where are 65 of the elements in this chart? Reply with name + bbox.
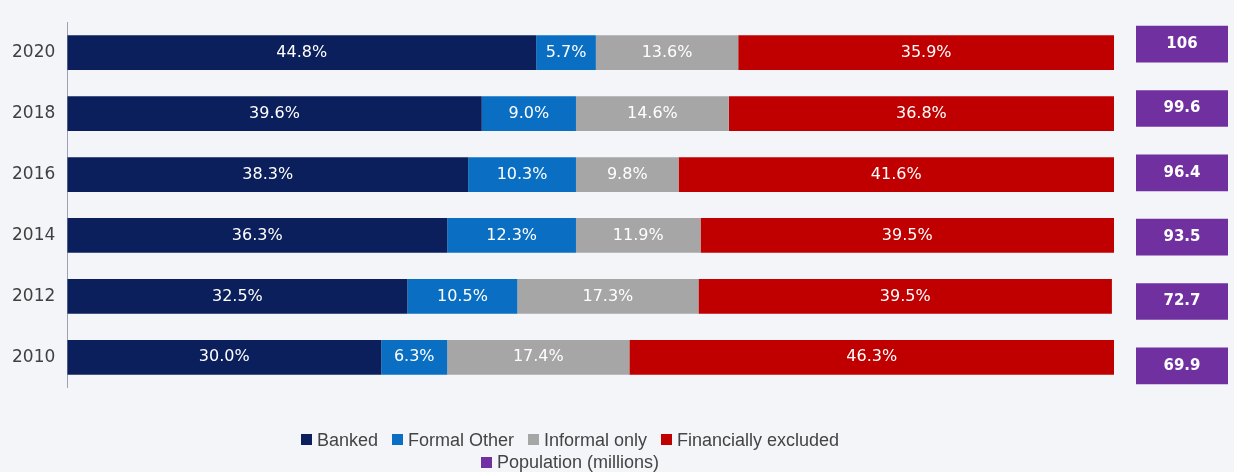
data-label: 10.3% xyxy=(496,163,548,183)
data-label: 30.0% xyxy=(198,346,250,366)
bar xyxy=(67,157,469,192)
data-label: 13.6% xyxy=(641,41,693,61)
data-label: 69.9 xyxy=(1163,355,1201,374)
data-label: 38.3% xyxy=(242,163,294,183)
data-label: 12.3% xyxy=(486,224,538,244)
y-tick-label: 2018 xyxy=(12,102,56,123)
data-label: 39.6% xyxy=(249,102,300,122)
data-label: 39.5% xyxy=(879,285,931,305)
bar xyxy=(536,35,596,71)
bar xyxy=(575,218,701,253)
bar xyxy=(698,279,1112,314)
bar xyxy=(381,339,448,375)
bar xyxy=(595,35,739,71)
data-label: 36.8% xyxy=(895,102,947,122)
y-tick-label: 2014 xyxy=(12,223,56,244)
data-label: 96.4 xyxy=(1163,162,1201,181)
data-label: 11.9% xyxy=(612,224,664,244)
bar xyxy=(575,96,729,131)
bar xyxy=(575,157,679,192)
data-label: 9.0% xyxy=(508,102,550,122)
bar xyxy=(447,339,630,375)
data-label: 72.7 xyxy=(1163,291,1201,310)
data-label: 6.3% xyxy=(393,346,435,366)
legend-label: Financially excluded xyxy=(677,428,840,451)
data-label: 14.6% xyxy=(626,102,678,122)
data-label: 17.3% xyxy=(582,285,634,305)
data-label: 46.3% xyxy=(846,346,898,366)
bar xyxy=(67,96,482,131)
bar xyxy=(468,157,576,192)
y-tick-label: 2016 xyxy=(12,162,56,183)
data-label: 41.6% xyxy=(870,163,922,183)
bar xyxy=(67,218,448,253)
data-label: 5.7% xyxy=(545,41,587,61)
legend-label: Population (millions) xyxy=(496,451,660,472)
bar xyxy=(738,35,1114,71)
legend-label: Informal only xyxy=(543,428,648,451)
data-label: 32.5% xyxy=(211,285,263,305)
bar xyxy=(407,279,518,314)
bar xyxy=(447,218,576,253)
bar xyxy=(67,35,537,71)
data-label: 44.8% xyxy=(276,41,328,61)
bar xyxy=(728,96,1114,131)
data-label: 36.3% xyxy=(231,224,283,244)
bar xyxy=(67,279,408,314)
data-label: 35.9% xyxy=(900,41,952,61)
bar xyxy=(700,218,1114,253)
y-tick-label: 2010 xyxy=(12,345,56,366)
legend-label: Banked xyxy=(316,428,378,451)
data-label: 17.4% xyxy=(512,346,564,366)
legend-label: Formal Other xyxy=(407,428,514,451)
bar xyxy=(481,96,576,131)
bar xyxy=(517,279,699,314)
data-label: 93.5 xyxy=(1163,227,1201,246)
data-label: 9.8% xyxy=(606,163,648,183)
bar xyxy=(678,157,1114,192)
bar xyxy=(629,339,1114,375)
bar xyxy=(67,339,382,375)
data-label: 39.5% xyxy=(881,224,933,244)
data-label: 106 xyxy=(1166,34,1198,53)
y-tick-label: 2020 xyxy=(12,41,56,62)
data-label: 99.6 xyxy=(1163,98,1201,117)
y-tick-label: 2012 xyxy=(12,284,56,305)
data-label: 10.5% xyxy=(436,285,488,305)
